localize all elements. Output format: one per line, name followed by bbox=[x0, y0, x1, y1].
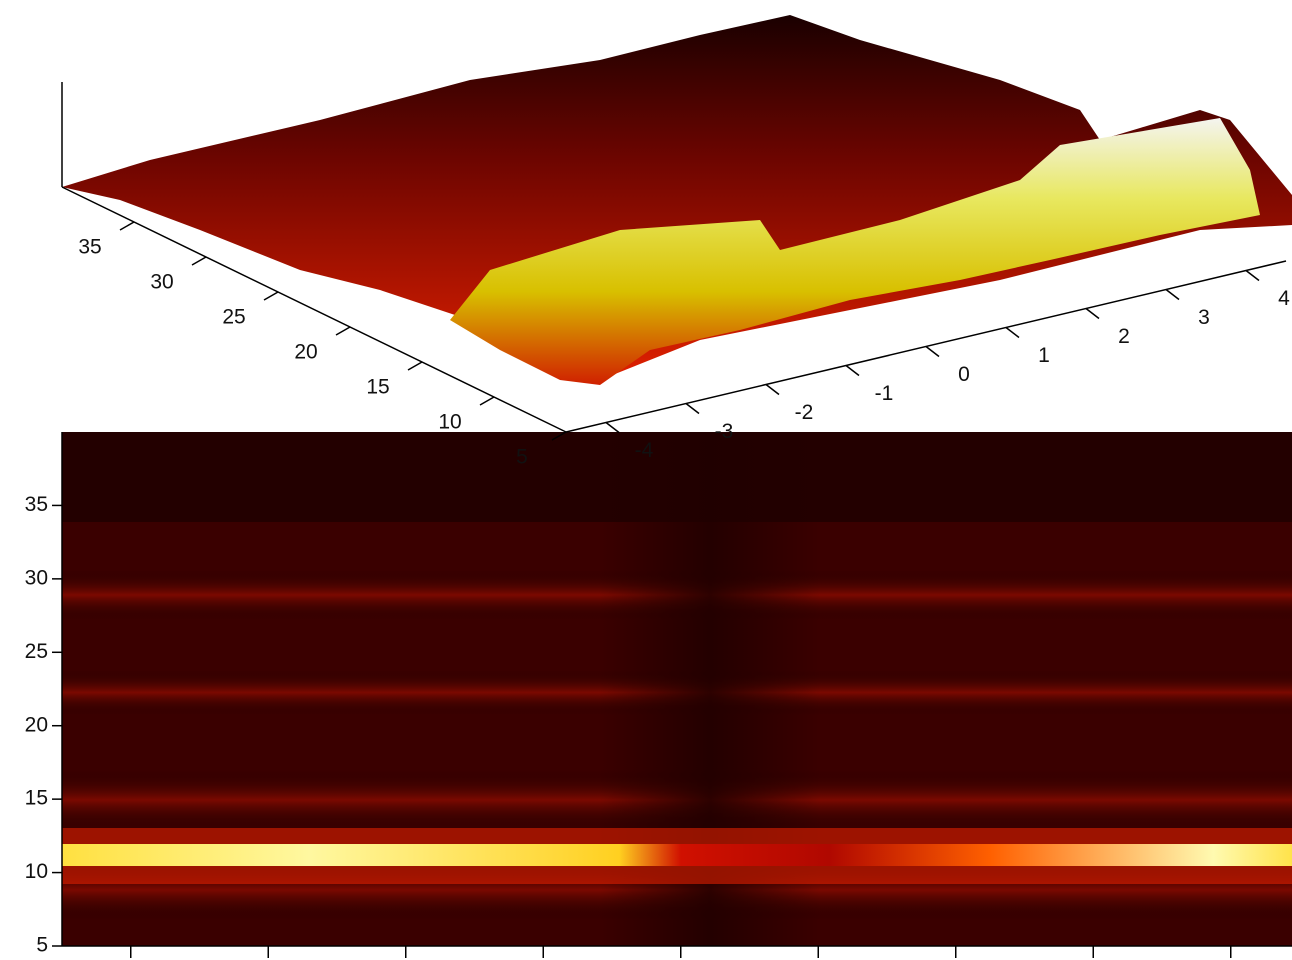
y-tick bbox=[191, 256, 207, 266]
y-tick-label: 20 bbox=[294, 341, 317, 364]
x-tick-label: -3 bbox=[715, 420, 734, 443]
y-tick-label: 30 bbox=[25, 566, 48, 589]
x-tick-label: 3 bbox=[1198, 306, 1210, 329]
y-tick-label: 10 bbox=[25, 860, 48, 883]
y-tick-label: 25 bbox=[222, 306, 245, 329]
x-tick-label: -2 bbox=[795, 401, 814, 424]
y-tick-label: 20 bbox=[25, 713, 48, 736]
x-tick-label: 1 bbox=[1038, 344, 1050, 367]
x-tick-label: 4 bbox=[1278, 287, 1290, 310]
x-tick-label: 0 bbox=[958, 363, 970, 386]
y-tick-label: 10 bbox=[438, 411, 461, 434]
x-tick bbox=[685, 402, 700, 415]
x-tick bbox=[1005, 326, 1020, 339]
y-tick-label: 35 bbox=[25, 493, 48, 516]
y-tick bbox=[119, 221, 135, 231]
surface-body bbox=[62, 15, 1292, 380]
x-tick bbox=[1245, 269, 1260, 282]
y-tick-label: 15 bbox=[25, 787, 48, 810]
y-tick-label: 30 bbox=[150, 271, 173, 294]
x-tick bbox=[605, 421, 620, 434]
x-tick bbox=[845, 364, 860, 377]
x-tick-label: 2 bbox=[1118, 325, 1130, 348]
y-tick bbox=[407, 361, 423, 371]
x-tick bbox=[1085, 307, 1100, 320]
x-tick bbox=[925, 345, 940, 358]
x-tick bbox=[765, 383, 780, 396]
x-tick-label: -4 bbox=[635, 439, 654, 462]
y-tick-label: 25 bbox=[25, 640, 48, 663]
y-tick-label: 15 bbox=[366, 376, 389, 399]
heatmap-band bbox=[62, 844, 1292, 866]
y-tick bbox=[551, 431, 567, 441]
y-axis bbox=[61, 186, 567, 433]
y-tick-label: 5 bbox=[36, 934, 48, 957]
y-tick bbox=[479, 396, 495, 406]
y-tick-label: 35 bbox=[78, 236, 101, 259]
x-tick-label: -1 bbox=[875, 382, 894, 405]
surface bbox=[61, 15, 1292, 385]
y-tick-label: 5 bbox=[516, 446, 528, 469]
x-tick bbox=[1165, 288, 1180, 301]
heatmap-field bbox=[62, 432, 1292, 946]
surface-ridge bbox=[450, 118, 1260, 385]
axes: 5 10 15 20 25 30 35 5 10 15 20 25 30 35 -4 -3 -2 -1 0 1 2 3 4 bbox=[25, 186, 1292, 958]
y-tick bbox=[263, 291, 279, 301]
y-tick bbox=[335, 326, 351, 336]
